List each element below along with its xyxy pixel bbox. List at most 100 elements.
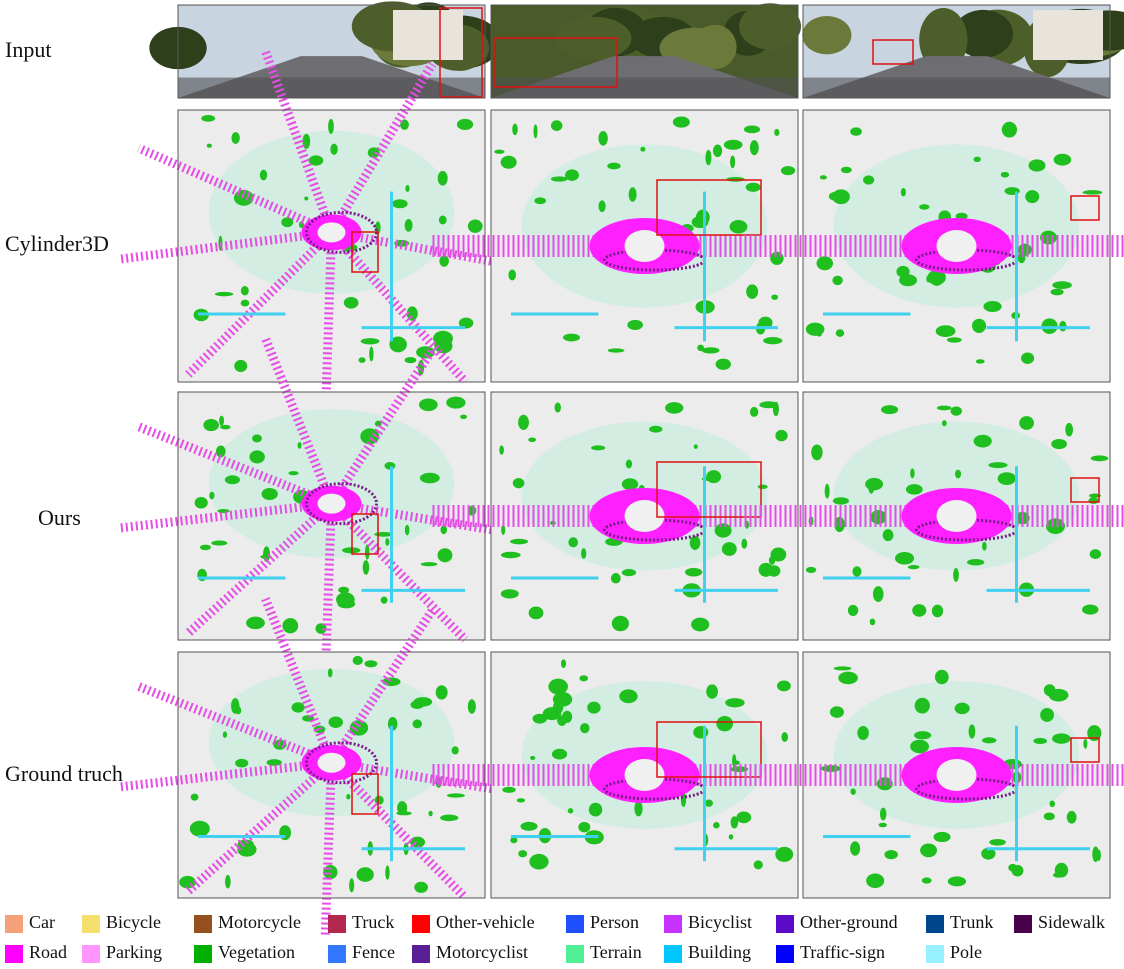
vegetation [983, 301, 1001, 312]
vegetation [870, 618, 876, 625]
legend-item: Vegetation [194, 942, 295, 963]
legend-item: Other-ground [776, 912, 898, 933]
vegetation [381, 597, 388, 604]
legend-swatch [194, 945, 212, 963]
vegetation [716, 716, 733, 731]
vegetation [1021, 352, 1034, 363]
vegetation [241, 286, 249, 295]
vegetation [781, 166, 795, 175]
vegetation [750, 140, 759, 155]
vegetation [705, 150, 711, 165]
legend-swatch [776, 915, 794, 933]
vegetation [811, 444, 822, 460]
vegetation [520, 822, 537, 831]
vegetation [1054, 154, 1072, 166]
legend-label: Vegetation [218, 942, 295, 962]
legend-label: Car [29, 912, 55, 932]
vegetation [499, 445, 504, 454]
vegetation [912, 604, 926, 617]
vegetation [195, 497, 208, 509]
vegetation [1025, 190, 1039, 203]
vegetation [932, 605, 943, 618]
vegetation [759, 563, 774, 577]
vegetation [512, 124, 517, 136]
legend-item: Sidewalk [1014, 912, 1105, 933]
vegetation [746, 284, 758, 298]
vegetation [1052, 281, 1072, 289]
vegetation [281, 217, 293, 227]
vegetation [428, 811, 432, 817]
vegetation [510, 837, 517, 843]
vegetation [967, 559, 984, 565]
vegetation [568, 537, 578, 547]
vegetation [579, 675, 588, 681]
legend-label: Trunk [950, 912, 993, 932]
vegetation [948, 876, 966, 886]
vegetation [292, 702, 305, 712]
vegetation [1028, 159, 1045, 171]
vegetation [806, 323, 825, 336]
vegetation [750, 407, 758, 417]
vegetation [561, 659, 566, 668]
vegetation [649, 426, 662, 433]
vegetation [356, 867, 373, 882]
ground [803, 78, 1110, 98]
vegetation [951, 406, 962, 415]
ground [178, 78, 485, 98]
vegetation [1082, 604, 1098, 614]
legend-swatch [328, 915, 346, 933]
vegetation [758, 485, 768, 489]
legend-swatch [664, 915, 682, 933]
vegetation [225, 475, 240, 484]
vegetation [1067, 811, 1077, 824]
vegetation [947, 337, 962, 342]
vegetation [942, 420, 947, 426]
legend-label: Sidewalk [1038, 912, 1105, 932]
vegetation [629, 187, 637, 202]
vegetation [836, 329, 844, 337]
tree [802, 16, 851, 54]
legend-swatch [566, 915, 584, 933]
vegetation [832, 276, 842, 285]
legend-item: Pole [926, 942, 982, 963]
legend-label: Other-ground [800, 912, 898, 932]
vegetation [513, 478, 525, 488]
vegetation [691, 618, 709, 632]
legend-swatch [776, 945, 794, 963]
vegetation [385, 865, 389, 879]
vegetation [730, 155, 735, 168]
vegetation [1001, 172, 1009, 178]
vegetation [533, 124, 537, 138]
vegetation [589, 803, 603, 817]
vegetation [989, 839, 1006, 846]
vegetation [1051, 439, 1067, 449]
vegetation [834, 666, 852, 670]
vegetation [850, 127, 862, 136]
legend-label: Motorcycle [218, 912, 301, 932]
vegetation [557, 715, 567, 726]
vegetation [741, 539, 747, 549]
ego-vehicle [625, 759, 665, 791]
vegetation [330, 144, 337, 155]
vegetation [866, 873, 884, 888]
vegetation [580, 723, 590, 733]
vegetation [806, 567, 816, 573]
vegetation [713, 144, 722, 157]
vegetation [1049, 689, 1069, 702]
legend-item: Terrain [566, 942, 642, 963]
vegetation [770, 252, 783, 265]
vegetation [914, 731, 931, 739]
legend-item: Bicycle [82, 912, 161, 933]
vegetation [1033, 738, 1047, 744]
vegetation [1065, 423, 1073, 437]
vegetation [528, 437, 536, 442]
vegetation [436, 685, 448, 699]
vegetation [568, 808, 573, 813]
legend-swatch [926, 915, 944, 933]
vegetation [1018, 244, 1032, 256]
ego-vehicle [318, 494, 346, 514]
legend-label: Motorcyclist [436, 942, 528, 962]
vegetation [881, 405, 898, 414]
vegetation [729, 834, 734, 839]
vegetation [298, 442, 302, 449]
